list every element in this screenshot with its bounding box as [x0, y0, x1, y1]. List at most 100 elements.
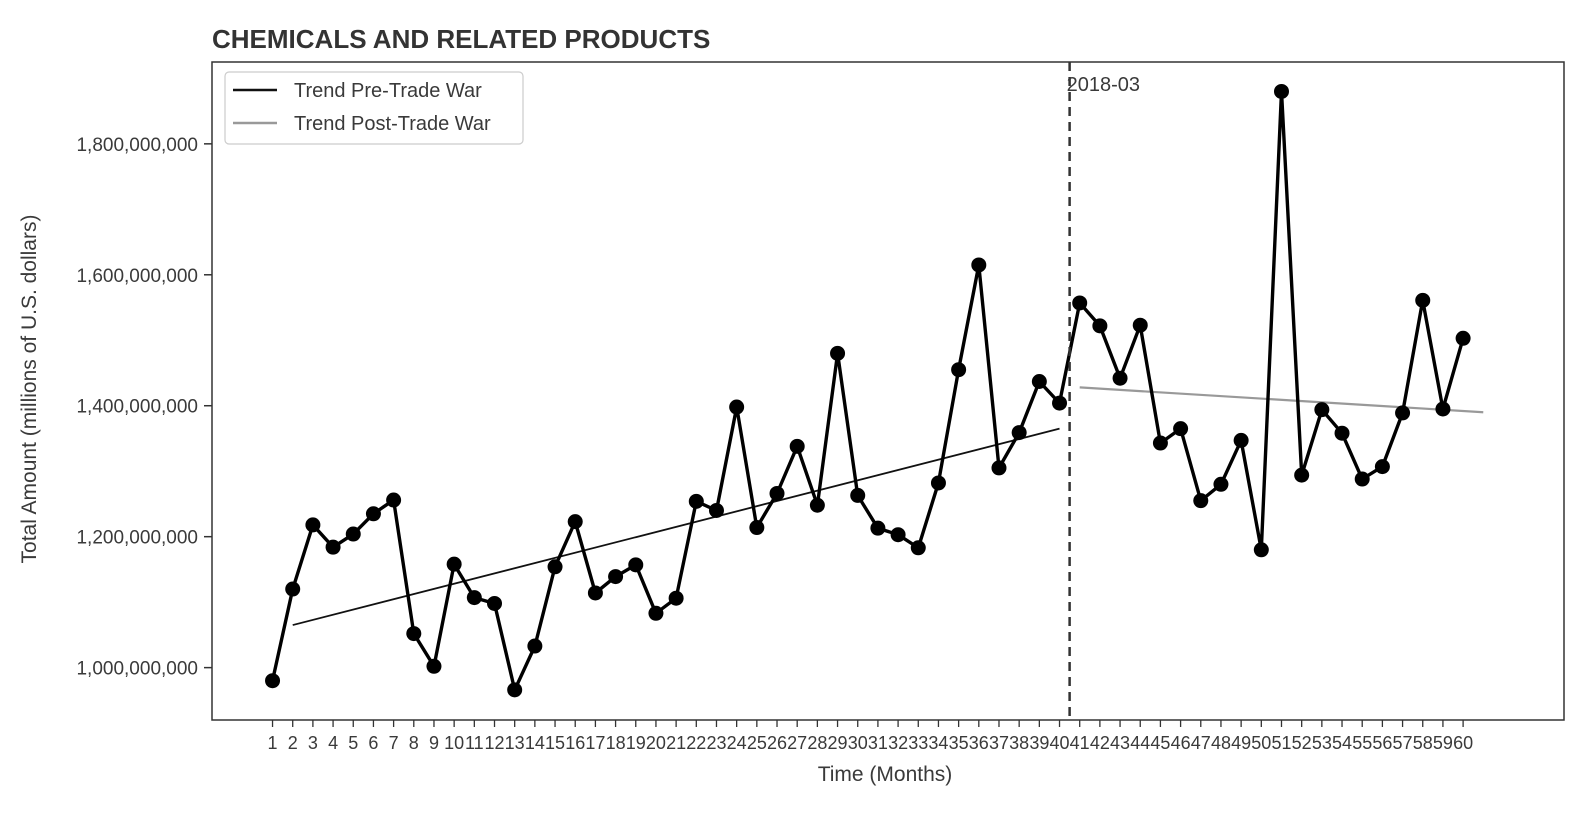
x-tick-label: 24 — [727, 733, 747, 753]
x-tick-label: 15 — [545, 733, 565, 753]
x-tick-label: 54 — [1332, 733, 1352, 753]
x-tick-label: 60 — [1453, 733, 1473, 753]
data-point — [305, 517, 321, 533]
data-point — [850, 487, 866, 503]
data-point — [930, 475, 946, 491]
data-point — [466, 590, 482, 606]
x-tick-label: 23 — [706, 733, 726, 753]
x-tick-label: 7 — [389, 733, 399, 753]
x-tick-label: 26 — [767, 733, 787, 753]
x-tick-label: 14 — [525, 733, 545, 753]
data-point — [1435, 401, 1451, 417]
data-point — [1173, 421, 1189, 437]
trend-line-pre-trade-war — [292, 427, 1060, 626]
x-tick-label: 3 — [308, 733, 318, 753]
legend-label-post-trade-war: Trend Post-Trade War — [294, 113, 491, 135]
data-point — [1152, 435, 1168, 451]
x-tick-label: 41 — [1070, 733, 1090, 753]
data-point — [1052, 395, 1068, 411]
x-tick-label: 39 — [1029, 733, 1049, 753]
data-point — [668, 590, 684, 606]
data-point — [325, 539, 341, 555]
x-tick-label: 6 — [368, 733, 378, 753]
data-point — [1334, 425, 1350, 441]
legend: Trend Pre-Trade War Trend Post-Trade War — [224, 71, 524, 145]
data-point — [547, 559, 563, 575]
data-point — [265, 673, 281, 689]
data-point — [830, 345, 846, 361]
y-tick-label: 1,800,000,000 — [76, 135, 198, 156]
data-point — [769, 485, 785, 501]
x-tick-label: 40 — [1050, 733, 1070, 753]
x-tick-label: 22 — [686, 733, 706, 753]
data-point — [1273, 83, 1289, 99]
data-point — [1112, 370, 1128, 386]
data-point — [487, 595, 503, 611]
x-tick-label: 32 — [888, 733, 908, 753]
plot-area: 1,000,000,000 1,200,000,000 1,400,000,000 1… — [76, 61, 1565, 753]
x-tick-label: 37 — [989, 733, 1009, 753]
x-tick-label: 13 — [505, 733, 525, 753]
x-tick-label: 50 — [1251, 733, 1271, 753]
data-point — [708, 502, 724, 518]
chart-title: CHEMICALS AND RELATED PRODUCTS — [212, 24, 710, 54]
data-point — [1031, 374, 1047, 390]
y-tick-label: 1,200,000,000 — [76, 528, 198, 549]
x-tick-label: 30 — [848, 733, 868, 753]
x-tick-label: 56 — [1372, 733, 1392, 753]
data-point — [729, 399, 745, 415]
data-point — [507, 682, 523, 698]
y-tick-label: 1,400,000,000 — [76, 397, 198, 418]
data-point — [587, 585, 603, 601]
data-point — [345, 526, 361, 542]
data-point — [1092, 318, 1108, 334]
x-tick-label: 9 — [429, 733, 439, 753]
event-label: 2018-03 — [1067, 74, 1140, 96]
data-point — [1253, 542, 1269, 558]
x-tick-label: 49 — [1231, 733, 1251, 753]
data-point — [1395, 405, 1411, 421]
x-tick-label: 16 — [565, 733, 585, 753]
x-tick-label: 5 — [348, 733, 358, 753]
data-point — [365, 506, 381, 522]
x-tick-label: 20 — [646, 733, 666, 753]
data-point — [991, 460, 1007, 476]
x-tick-label: 53 — [1312, 733, 1332, 753]
y-tick-label: 1,000,000,000 — [76, 659, 198, 680]
data-point — [426, 658, 442, 674]
data-point — [1193, 493, 1209, 509]
x-tick-label: 1 — [268, 733, 278, 753]
x-tick-label: 52 — [1292, 733, 1312, 753]
data-point — [971, 257, 987, 273]
data-point — [809, 497, 825, 513]
data-point — [1374, 459, 1390, 475]
legend-label-pre-trade-war: Trend Pre-Trade War — [294, 80, 482, 102]
data-point — [1213, 476, 1229, 492]
x-tick-label: 43 — [1110, 733, 1130, 753]
data-point — [527, 638, 543, 654]
x-tick-label: 21 — [666, 733, 686, 753]
data-point — [890, 527, 906, 543]
legend-frame — [224, 71, 524, 145]
data-point — [910, 540, 926, 556]
plot-frame — [211, 61, 1565, 721]
x-tick-label: 18 — [606, 733, 626, 753]
x-tick-label: 10 — [444, 733, 464, 753]
data-point — [1011, 425, 1027, 441]
data-point — [1354, 471, 1370, 487]
x-tick-label: 42 — [1090, 733, 1110, 753]
x-tick-label: 57 — [1393, 733, 1413, 753]
x-tick-label: 8 — [409, 733, 419, 753]
data-point — [648, 605, 664, 621]
x-tick-label: 44 — [1130, 733, 1150, 753]
x-tick-label: 45 — [1150, 733, 1170, 753]
data-point — [789, 438, 805, 454]
x-tick-label: 2 — [288, 733, 298, 753]
x-tick-label: 51 — [1271, 733, 1291, 753]
data-point — [1415, 292, 1431, 308]
x-tick-label: 33 — [908, 733, 928, 753]
trend-line-post-trade-war — [1079, 386, 1484, 414]
y-axis-title: Total Amount (millions of U.S. dollars) — [18, 215, 41, 564]
x-tick-label: 11 — [465, 733, 484, 753]
